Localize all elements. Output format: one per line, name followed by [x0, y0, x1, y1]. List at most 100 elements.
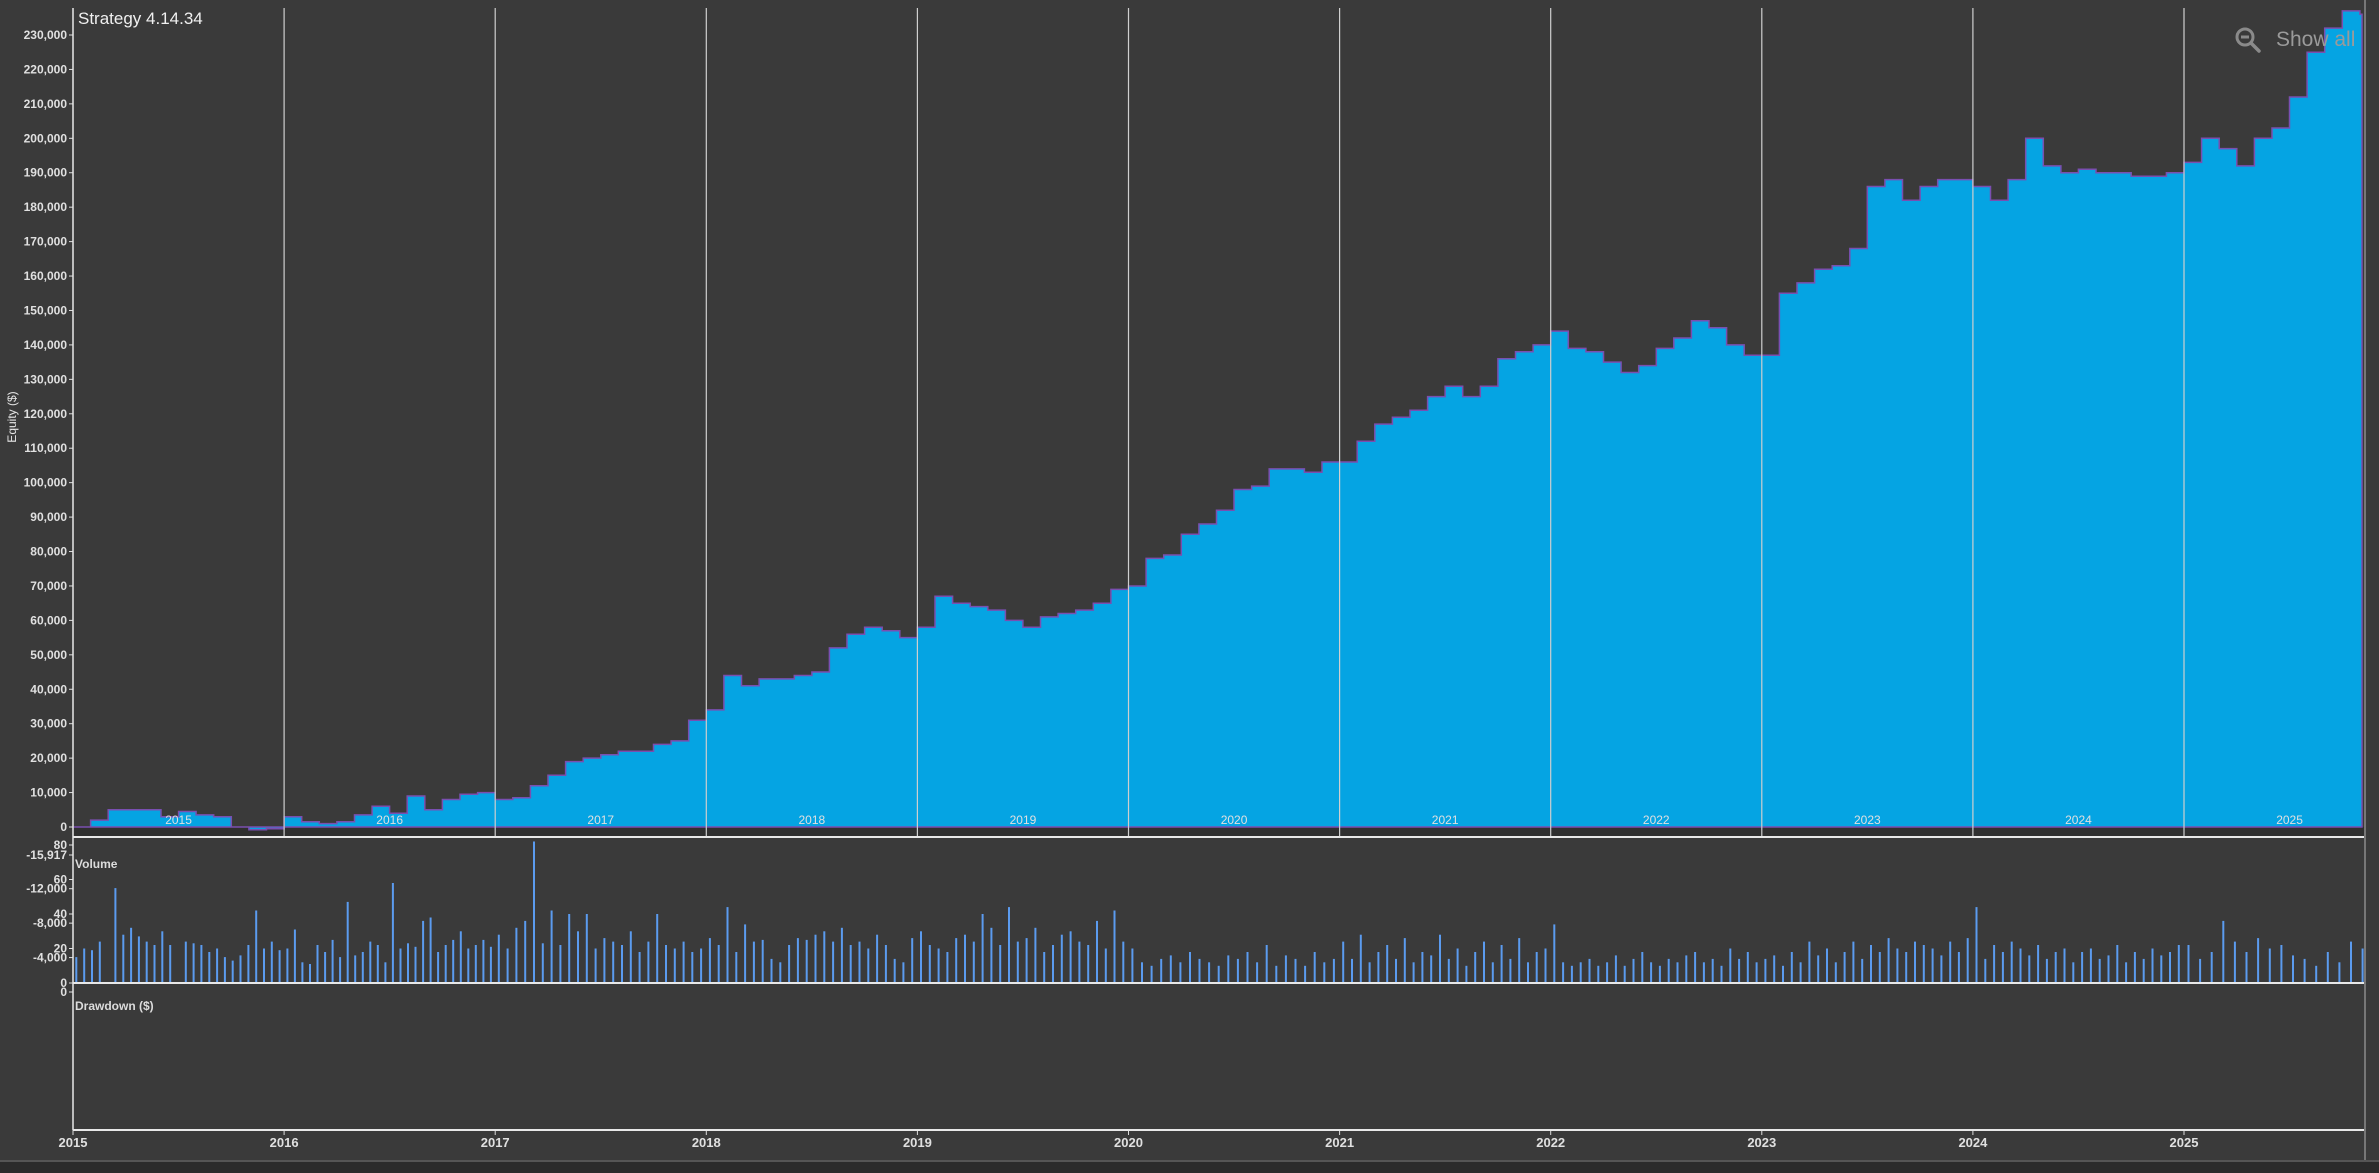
volume-bar — [1113, 910, 1116, 983]
volume-bar — [568, 914, 571, 983]
volume-bar — [788, 945, 791, 983]
volume-bar — [137, 936, 140, 983]
equity-year-label: 2018 — [798, 813, 825, 827]
volume-bar — [1993, 945, 1996, 983]
x-axis-tick-label: 2018 — [692, 1135, 721, 1150]
x-axis-tick-label: 2020 — [1114, 1135, 1143, 1150]
volume-bar — [2268, 948, 2271, 983]
volume-bar — [339, 957, 342, 983]
volume-bar — [673, 948, 676, 983]
volume-bar — [946, 952, 949, 983]
volume-bar — [805, 939, 808, 983]
volume-bar — [1984, 958, 1987, 983]
volume-bar — [1217, 965, 1220, 984]
equity-y-tick-label: 60,000 — [30, 613, 67, 627]
volume-bar — [1141, 962, 1143, 983]
volume-bar — [316, 945, 319, 983]
volume-bar — [1491, 962, 1494, 983]
volume-bar — [1570, 965, 1573, 984]
volume-bar — [665, 945, 667, 983]
equity-year-label: 2015 — [165, 813, 192, 827]
show-all-label: Show all — [2276, 28, 2356, 51]
volume-panel-label: Volume — [75, 857, 118, 871]
volume-y-tick-label: 20 — [54, 942, 68, 956]
volume-bar — [515, 927, 518, 983]
volume-bar — [1861, 958, 1864, 983]
volume-bar — [2326, 952, 2329, 983]
volume-bar — [83, 948, 86, 983]
volume-bar — [399, 948, 402, 983]
equity-year-label: 2022 — [1643, 813, 1670, 827]
volume-bar — [1169, 955, 1172, 983]
volume-bar — [594, 948, 597, 983]
volume-bar — [814, 934, 817, 983]
volume-bar — [999, 945, 1002, 983]
volume-bar — [216, 948, 219, 983]
volume-y-tick-label: 0 — [60, 976, 67, 990]
volume-bar — [981, 914, 984, 983]
volume-bar — [437, 952, 440, 983]
volume-bar — [1870, 945, 1872, 983]
volume-bar — [1179, 962, 1182, 983]
volume-bar — [1896, 948, 1899, 983]
volume-bar — [1606, 962, 1609, 983]
volume-bar — [541, 943, 544, 983]
volume-bar — [1922, 945, 1925, 983]
equity-y-tick-label: 190,000 — [24, 166, 68, 180]
volume-bar — [823, 931, 826, 984]
volume-bar — [1826, 948, 1828, 983]
equity-year-label: 2024 — [2065, 813, 2092, 827]
volume-bar — [1544, 948, 1547, 983]
volume-bar — [2257, 938, 2260, 983]
volume-bar — [444, 945, 447, 983]
volume-bar — [585, 914, 588, 983]
volume-bar — [761, 939, 764, 983]
volume-bar — [270, 941, 273, 983]
volume-bar — [990, 927, 993, 983]
x-axis-tick-label: 2017 — [481, 1135, 510, 1150]
volume-bar — [2361, 948, 2364, 983]
volume-bar — [1421, 952, 1424, 983]
show-all-button[interactable]: Show all — [2234, 26, 2355, 54]
volume-bar — [75, 957, 78, 983]
volume-bar — [1313, 952, 1316, 983]
volume-bar — [130, 927, 133, 983]
volume-bar — [369, 941, 372, 983]
equity-axis-label: Equity ($) — [5, 391, 19, 443]
volume-bar — [324, 952, 327, 983]
horizontal-scrollbar[interactable] — [0, 1160, 2379, 1173]
volume-bar — [1667, 958, 1670, 983]
drawdown-y-tick-label: 0 — [60, 985, 67, 999]
volume-bar — [1474, 952, 1477, 983]
volume-bar — [1694, 952, 1697, 983]
volume-bar — [354, 955, 357, 983]
volume-bar — [145, 941, 148, 983]
volume-bar — [1284, 955, 1287, 983]
volume-bar — [2160, 955, 2163, 983]
volume-bar — [1790, 952, 1793, 983]
volume-bar — [937, 948, 940, 983]
volume-bar — [1975, 907, 1978, 983]
volume-bar — [779, 962, 782, 983]
volume-bar — [1799, 962, 1802, 983]
volume-bar — [2107, 955, 2110, 983]
volume-bar — [1650, 962, 1653, 983]
volume-bar — [1579, 962, 1582, 983]
equity-y-tick-label: 40,000 — [30, 682, 67, 696]
volume-bar — [603, 938, 606, 983]
volume-bar — [2089, 948, 2092, 983]
volume-bar — [1562, 962, 1565, 983]
volume-bar — [1412, 962, 1415, 983]
equity-year-label: 2023 — [1854, 813, 1881, 827]
equity-y-tick-label: 200,000 — [24, 131, 68, 145]
equity-y-tick-label: 90,000 — [30, 510, 67, 524]
equity-area — [73, 10, 2363, 831]
equity-y-tick-label: 70,000 — [30, 579, 67, 593]
volume-bar — [459, 931, 462, 984]
volume-bar — [1096, 920, 1098, 983]
volume-bar — [647, 941, 650, 983]
volume-bar — [286, 948, 289, 983]
volume-bar — [1553, 924, 1556, 983]
volume-bar — [1518, 938, 1521, 983]
